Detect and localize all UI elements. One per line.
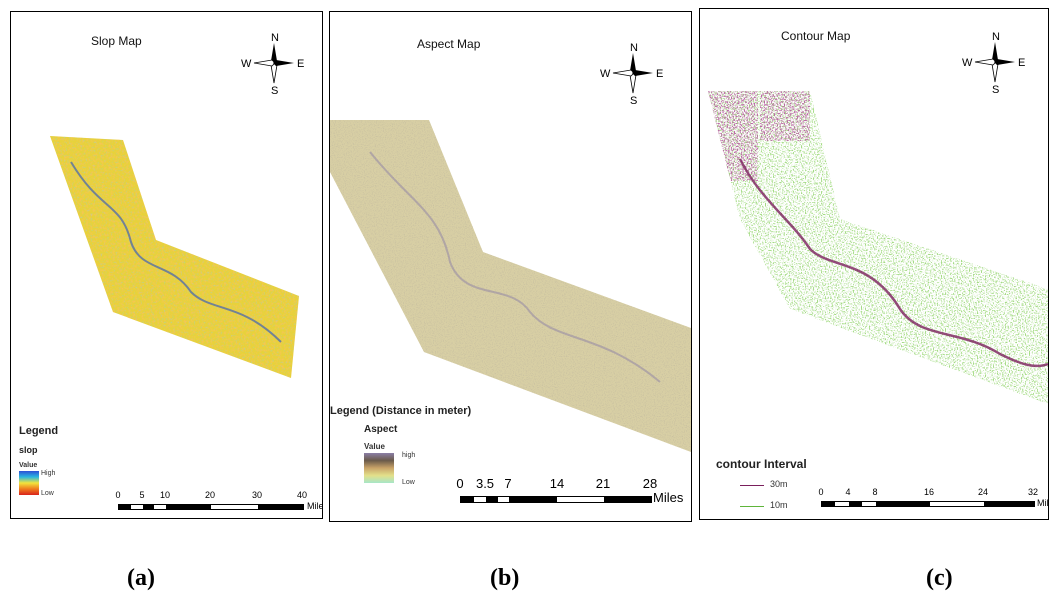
legend-color-ramp [364,453,394,483]
panel-title: Slop Map [91,34,142,48]
compass-e: E [297,58,304,70]
scale-unit: Mile [307,501,323,511]
legend-color-ramp [19,471,39,495]
scale-tick: 28 [642,476,658,491]
legend-heading: Legend (Distance in meter) [330,405,472,417]
panel-title: Contour Map [781,29,851,43]
panel-title: Aspect Map [417,37,481,51]
legend-layer: slop [19,445,38,455]
compass-w: W [962,57,973,69]
scale-unit: Mil [1037,498,1049,508]
compass-n: N [271,32,279,44]
legend-value-label: Value [19,462,38,469]
scale-tick: 0 [818,487,824,497]
compass-n: N [630,42,638,54]
compass-n: N [992,31,1000,43]
legend-low-label: Low [41,490,54,497]
slope-raster [50,136,299,378]
compass-rose-icon: N S W E [600,42,663,107]
scale-tick: 30 [251,490,263,500]
compass-s: S [992,84,999,96]
compass-e: E [656,68,663,80]
legend-item-label: 10m [770,500,788,510]
compass-e: E [1018,57,1025,69]
caption-c: (c) [926,565,953,591]
legend-heading: Legend [19,425,59,437]
scale-tick: 0 [115,490,121,500]
scale-tick: 7 [504,476,512,491]
scale-tick: 20 [204,490,216,500]
compass-rose-icon: N S W E [241,32,304,97]
scale-tick: 40 [296,490,308,500]
scale-tick: 0 [456,476,464,491]
slope-map-panel: Slop Map N S W E Legend slop Value High … [10,11,323,519]
compass-w: W [600,68,611,80]
caption-a: (a) [127,565,155,591]
legend-value-label: Value [364,442,385,451]
scale-tick: 4 [845,487,851,497]
scale-unit: Miles [653,490,684,505]
scale-tick: 14 [549,476,565,491]
compass-rose-icon: N S W E [962,31,1025,96]
aspect-map-panel: Aspect Map N S W E Legend (Distance in m… [329,11,692,522]
scale-tick: 10 [159,490,171,500]
scale-tick: 3.5 [475,476,495,491]
legend-high-label: High [41,470,56,477]
contour-raster [708,91,1048,404]
legend-item-label: 30m [770,479,788,489]
legend-low-label: Low [402,479,415,486]
scale-tick: 16 [923,487,935,497]
scale-tick: 8 [872,487,878,497]
caption-b: (b) [490,565,520,591]
scale-tick: 5 [139,490,145,500]
contour-map-panel: Contour Map N S W E contour Interval 30m… [699,8,1049,520]
compass-s: S [630,95,637,107]
scale-tick: 24 [977,487,989,497]
legend-heading: contour Interval [716,457,807,471]
compass-s: S [271,85,278,97]
scale-tick: 21 [595,476,611,491]
scale-tick: 32 [1027,487,1039,497]
legend-layer: Aspect [364,424,398,435]
legend-high-label: high [402,452,416,459]
compass-w: W [241,58,252,70]
aspect-raster [330,120,691,452]
